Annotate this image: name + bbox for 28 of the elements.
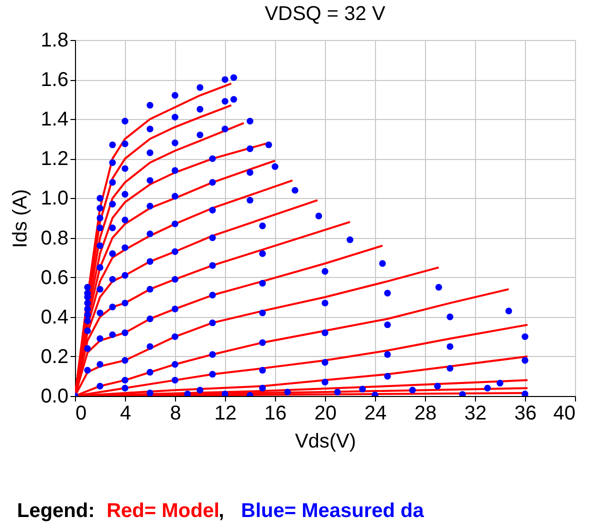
x-tick-label: 24 (364, 402, 387, 424)
y-tick-label: 0.6 (40, 266, 68, 289)
x-tick-label: 8 (170, 402, 182, 424)
x-tick-label: 40 (553, 402, 576, 424)
x-tick-label: 0 (76, 402, 87, 424)
text: Red= Model (106, 500, 220, 522)
y-tick-label: 1.0 (40, 188, 68, 210)
x-tick-label: 20 (314, 402, 337, 424)
y-tick-label: 0.2 (40, 346, 68, 368)
text: , (218, 500, 224, 522)
x-tick-label: 28 (414, 402, 437, 424)
y-axis-title: Ids (A) (10, 189, 32, 248)
y-tick-label: 0.0 (40, 386, 68, 408)
text: Legend: (17, 500, 95, 522)
x-tick-label: 12 (214, 402, 237, 424)
chart-title: VDSQ = 32 V (264, 3, 386, 25)
text: Blue= Measured da (241, 500, 425, 522)
x-tick-label: 4 (120, 402, 132, 424)
y-tick-label: 1.2 (40, 148, 68, 170)
x-tick-label: 32 (464, 402, 487, 424)
y-tick-label: 0.8 (40, 227, 68, 250)
y-tick-label: 1.8 (40, 30, 68, 52)
y-tick-label: 1.4 (40, 108, 68, 131)
x-tick-label: 36 (514, 402, 537, 424)
y-tick-label: 1.6 (40, 69, 68, 92)
x-axis-title: Vds(V) (294, 430, 356, 452)
x-tick-label: 16 (264, 402, 287, 424)
y-tick-label: 0.4 (40, 306, 68, 328)
